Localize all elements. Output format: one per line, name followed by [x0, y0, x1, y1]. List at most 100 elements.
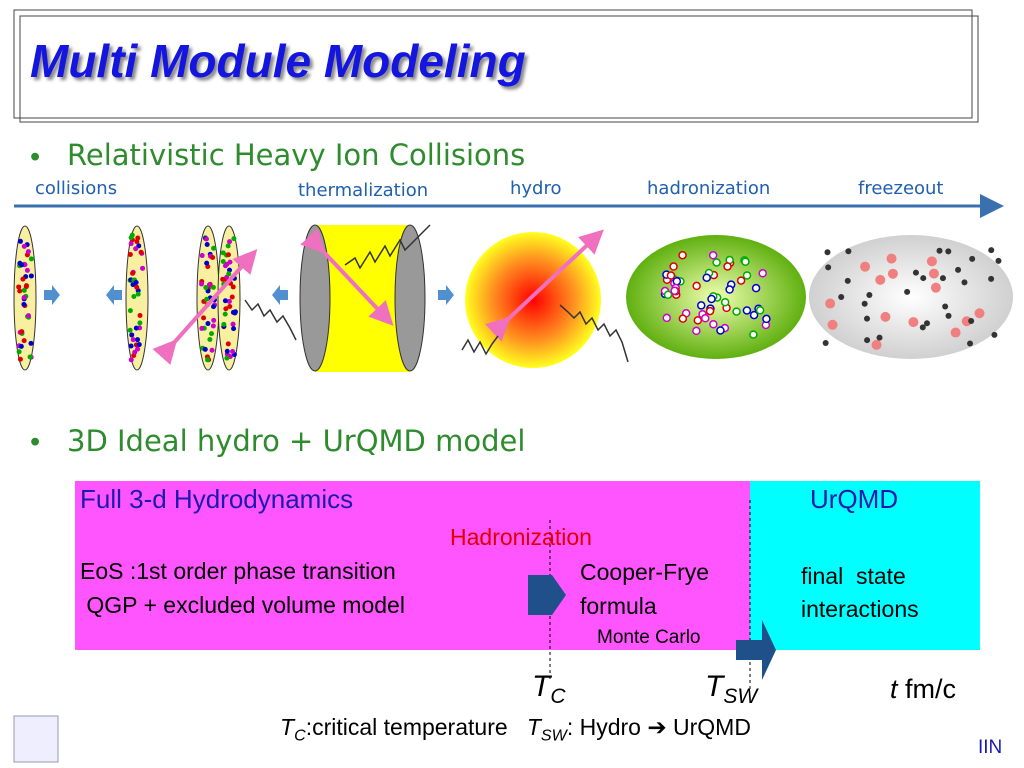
particle	[663, 290, 673, 300]
particle	[755, 306, 765, 315]
particle	[742, 306, 752, 315]
particle	[871, 339, 882, 350]
particle	[211, 317, 217, 323]
particle	[230, 321, 236, 327]
particle	[692, 326, 701, 336]
particle	[961, 279, 968, 286]
particle	[129, 232, 135, 238]
particle	[825, 264, 832, 271]
stage-label: hadronization	[647, 178, 771, 199]
particle	[886, 253, 897, 264]
particle	[672, 277, 682, 286]
particle	[751, 283, 761, 293]
particle	[692, 281, 701, 291]
particle	[227, 303, 233, 309]
particle	[225, 341, 231, 347]
particle	[708, 251, 718, 260]
particle	[824, 249, 831, 256]
particle	[202, 346, 208, 352]
symbol: T	[280, 714, 295, 740]
particle	[199, 253, 205, 259]
particle	[736, 276, 746, 285]
particle	[945, 248, 952, 255]
particle	[230, 309, 236, 315]
particle	[133, 246, 139, 252]
particle	[28, 340, 34, 346]
particle	[135, 346, 141, 352]
time-axis-label: t fm/c	[890, 676, 956, 703]
symbol: T	[532, 670, 551, 703]
thermal-cap	[394, 224, 426, 372]
particle	[130, 337, 136, 343]
particle	[225, 243, 231, 249]
particle	[876, 334, 883, 341]
urqmd-text: final state	[801, 563, 906, 589]
particle	[127, 308, 133, 314]
particle	[21, 243, 27, 249]
bullet: Relativistic Heavy Ion Collisions	[67, 138, 526, 172]
particle	[225, 252, 231, 258]
eos-text: QGP + excluded volume model	[80, 592, 405, 618]
particle	[955, 266, 962, 273]
particle	[758, 269, 767, 278]
particle	[220, 250, 226, 256]
particle	[662, 313, 672, 323]
particle	[138, 249, 144, 255]
subscript: C	[294, 726, 306, 745]
particle	[134, 284, 140, 290]
particle	[226, 271, 232, 277]
particle	[732, 307, 741, 316]
particle	[991, 331, 998, 338]
particle	[209, 347, 215, 353]
particle	[845, 248, 852, 255]
particle	[127, 327, 133, 333]
particle	[749, 310, 759, 320]
particle	[205, 357, 211, 363]
particle	[28, 256, 34, 262]
particle	[21, 287, 27, 293]
footer: IIN	[978, 737, 1003, 758]
symbol: T	[705, 670, 724, 703]
footnote-text: :critical temperature	[305, 714, 508, 740]
particle	[21, 338, 27, 344]
particle	[224, 355, 230, 361]
particle	[28, 273, 34, 279]
particle	[725, 285, 734, 294]
particle	[16, 349, 22, 355]
tc-axis-label: TC	[532, 670, 566, 708]
particle	[21, 301, 27, 307]
particle	[880, 311, 891, 322]
particle	[128, 357, 134, 363]
particle	[669, 262, 678, 271]
particle	[762, 314, 771, 324]
particle	[919, 324, 926, 331]
footnote: TC:critical temperature TSW: Hydro ➔ UrQ…	[280, 716, 751, 744]
subscript: SW	[540, 726, 567, 745]
particle	[227, 259, 233, 265]
particle	[17, 238, 23, 244]
particle	[224, 348, 230, 354]
particle	[210, 323, 216, 329]
title-frame	[13, 9, 973, 119]
particle	[203, 285, 209, 291]
particle	[204, 260, 210, 266]
particle	[204, 296, 210, 302]
particle	[16, 284, 22, 290]
particle	[720, 297, 730, 307]
particle	[203, 236, 209, 242]
tsw-axis-label: TSW	[705, 670, 757, 708]
particle	[21, 294, 27, 300]
wavy-lines	[244, 224, 629, 363]
particle	[920, 275, 927, 282]
particle	[742, 271, 752, 280]
particle	[19, 329, 25, 335]
particle	[936, 247, 943, 254]
particle	[25, 249, 31, 255]
pink-arrows	[152, 228, 604, 365]
particle	[222, 263, 228, 269]
particle	[701, 314, 710, 323]
particle	[222, 298, 228, 304]
particle	[24, 267, 30, 273]
particle	[222, 311, 228, 317]
